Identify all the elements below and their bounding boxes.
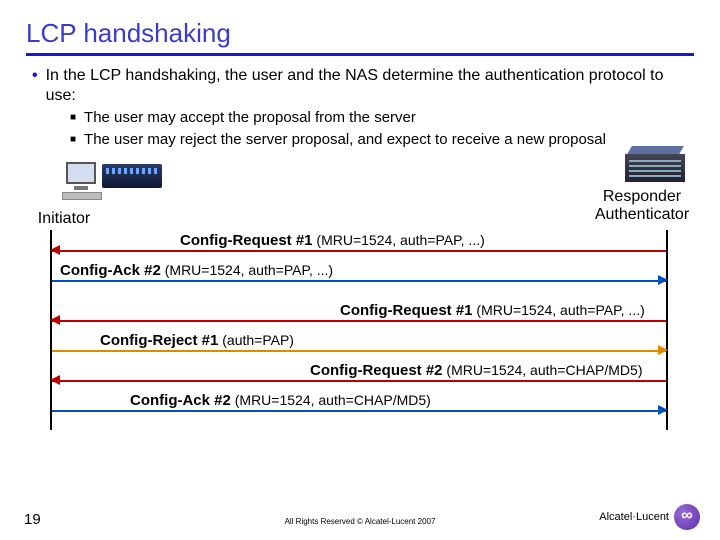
message-label: Config-Ack #2 (MRU=1524, auth=PAP, ...) — [60, 262, 333, 279]
arrow-head-icon — [50, 245, 60, 255]
message-arrow — [52, 410, 666, 412]
bullet-level2: ■ The user may accept the proposal from … — [70, 108, 694, 128]
arrow-head-icon — [50, 375, 60, 385]
message-params: (MRU=1524, auth=PAP, ...) — [473, 302, 645, 318]
message-params: (MRU=1524, auth=CHAP/MD5) — [231, 392, 431, 408]
brand-logo: Alcatel·Lucent ∞ — [599, 504, 700, 530]
arrow-head-icon — [658, 345, 668, 355]
message-name: Config-Ack #2 — [130, 392, 231, 409]
responder-label-1: Responder — [562, 188, 720, 206]
message-label: Config-Request #1 (MRU=1524, auth=PAP, .… — [180, 232, 485, 249]
message-arrow — [52, 250, 666, 252]
sequence-diagram: Initiator Responder Authenticator Config… — [26, 172, 694, 462]
message-params: (MRU=1524, auth=CHAP/MD5) — [443, 362, 643, 378]
sub-bullet-text: The user may accept the proposal from th… — [84, 108, 416, 128]
responder-actor — [610, 152, 700, 188]
message-params: (MRU=1524, auth=PAP, ...) — [313, 232, 485, 248]
message-name: Config-Request #2 — [310, 362, 443, 379]
message-arrow — [52, 280, 666, 282]
lifeline-right — [666, 230, 668, 430]
message-arrow — [52, 380, 666, 382]
bullet-level2: ■ The user may reject the server proposa… — [70, 130, 694, 150]
arrow-head-icon — [658, 405, 668, 415]
message-label: Config-Request #2 (MRU=1524, auth=CHAP/M… — [310, 362, 642, 379]
logo-infinity-icon: ∞ — [674, 504, 700, 530]
message-name: Config-Request #1 — [340, 302, 473, 319]
message-label: Config-Request #1 (MRU=1524, auth=PAP, .… — [340, 302, 645, 319]
initiator-label-wrap: Initiator — [14, 210, 114, 228]
bullet-text: In the LCP handshaking, the user and the… — [46, 66, 694, 106]
router-icon-wrap — [92, 158, 172, 190]
message-label: Config-Ack #2 (MRU=1524, auth=CHAP/MD5) — [130, 392, 431, 409]
message-name: Config-Ack #2 — [60, 262, 161, 279]
title-rule — [26, 53, 694, 56]
bullet-square: ■ — [70, 108, 76, 128]
sub-bullet-text: The user may reject the server proposal,… — [84, 130, 606, 150]
arrow-head-icon — [658, 275, 668, 285]
bullet-level1: • In the LCP handshaking, the user and t… — [32, 66, 694, 106]
message-name: Config-Reject #1 — [100, 332, 218, 349]
arrow-head-icon — [50, 315, 60, 325]
lifeline-left — [50, 230, 52, 430]
server-icon — [625, 152, 685, 186]
slide-title: LCP handshaking — [26, 18, 694, 49]
router-icon — [102, 164, 162, 188]
message-arrow — [52, 320, 666, 322]
message-name: Config-Request #1 — [180, 232, 313, 249]
message-label: Config-Reject #1 (auth=PAP) — [100, 332, 294, 349]
initiator-label: Initiator — [14, 210, 114, 228]
responder-label-wrap: Responder Authenticator — [562, 188, 720, 223]
bullet-square: ■ — [70, 130, 76, 150]
responder-label-2: Authenticator — [562, 206, 720, 224]
message-arrow — [52, 350, 666, 352]
message-params: (auth=PAP) — [218, 332, 294, 348]
message-params: (MRU=1524, auth=PAP, ...) — [161, 262, 333, 278]
slide: LCP handshaking • In the LCP handshaking… — [0, 0, 720, 540]
brand-text: Alcatel·Lucent — [599, 511, 669, 523]
bullet-dot: • — [32, 66, 38, 106]
footer: 19 All Rights Reserved © Alcatel-Lucent … — [0, 504, 720, 532]
